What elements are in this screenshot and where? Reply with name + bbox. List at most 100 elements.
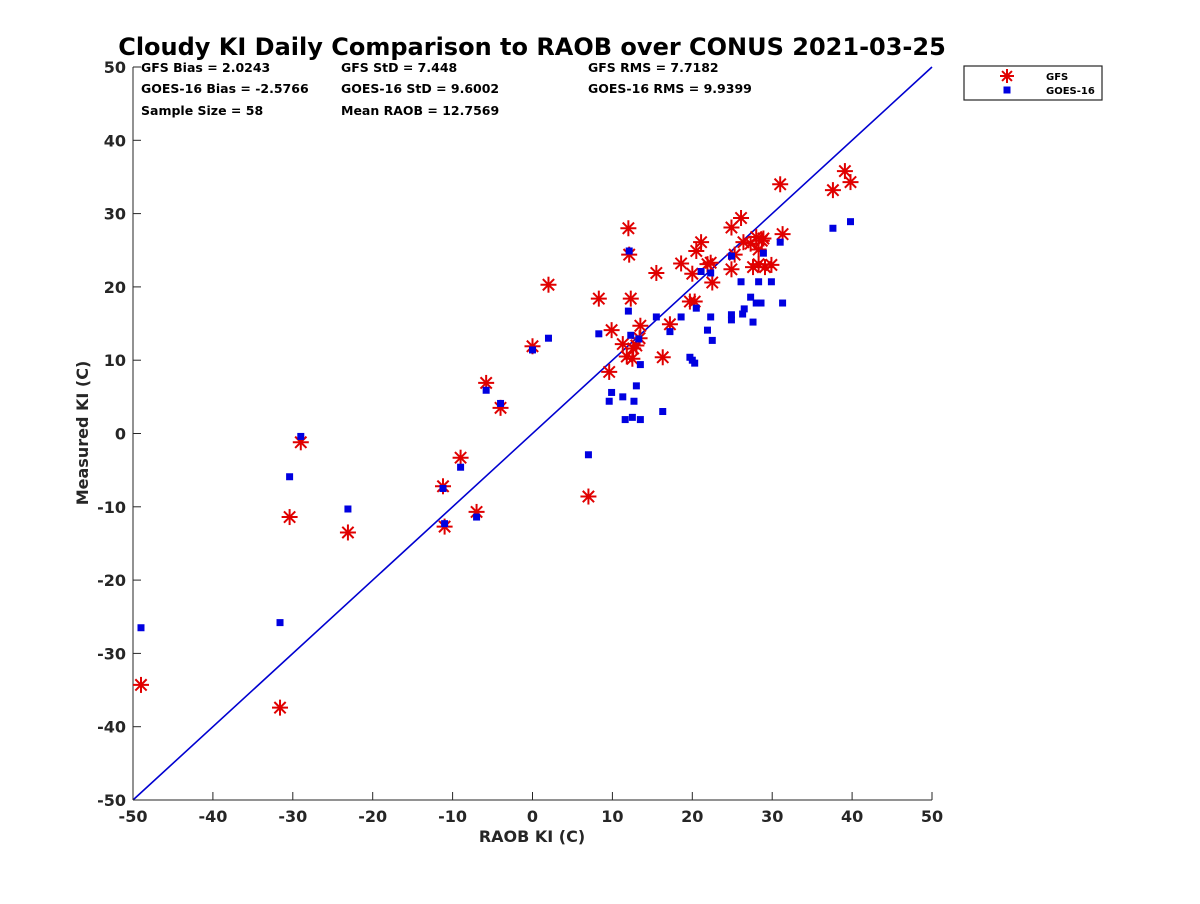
data-point <box>776 238 784 246</box>
x-axis-label: RAOB KI (C) <box>479 827 585 846</box>
data-point <box>779 299 787 307</box>
data-point <box>621 416 629 424</box>
data-point <box>693 234 710 251</box>
data-point <box>755 230 772 247</box>
data-point <box>763 256 780 273</box>
data-point <box>748 229 765 246</box>
data-point <box>292 434 309 451</box>
x-tick-label: 30 <box>761 807 783 826</box>
data-point <box>497 399 505 407</box>
data-point <box>580 488 597 505</box>
data-point <box>747 293 755 301</box>
data-point <box>603 322 620 339</box>
stat-text: GFS Bias = 2.0243 <box>141 60 270 75</box>
series-goes-16 <box>137 218 855 632</box>
y-tick-label: -10 <box>97 498 126 517</box>
x-tick-label: -10 <box>438 807 467 826</box>
data-point <box>767 278 775 286</box>
data-point <box>605 397 613 405</box>
y-axis-label: Measured KI (C) <box>73 361 92 506</box>
data-point <box>620 220 637 237</box>
legend-box <box>963 65 1103 101</box>
data-point <box>632 317 649 334</box>
y-tick-label: 20 <box>104 278 126 297</box>
stat-text: Sample Size = 58 <box>141 103 263 118</box>
data-point <box>691 359 699 367</box>
data-point <box>452 449 469 466</box>
data-point <box>749 318 757 326</box>
data-point <box>755 278 763 286</box>
data-point <box>627 331 635 339</box>
data-point <box>652 313 660 321</box>
legend: GFS GOES-16 <box>963 65 1103 101</box>
y-tick-label: 40 <box>104 131 126 150</box>
data-point <box>842 174 859 191</box>
x-tick-label: 0 <box>527 807 538 826</box>
data-point <box>608 388 616 396</box>
data-point <box>281 509 298 526</box>
data-point <box>704 274 721 291</box>
data-point <box>824 182 841 199</box>
data-point <box>707 269 715 277</box>
y-tick-label: -20 <box>97 571 126 590</box>
data-point <box>457 463 465 471</box>
x-tick-label: 50 <box>921 807 943 826</box>
data-point <box>727 316 735 324</box>
data-point <box>636 416 644 424</box>
data-point <box>468 503 485 520</box>
data-point <box>482 386 490 394</box>
y-tick-label: 0 <box>115 425 126 444</box>
data-point <box>622 290 639 307</box>
data-point <box>630 397 638 405</box>
x-tick-label: -20 <box>358 807 387 826</box>
data-point <box>708 336 716 344</box>
data-point <box>625 247 633 255</box>
x-tick-label: -30 <box>278 807 307 826</box>
data-point <box>723 219 740 236</box>
data-point <box>544 334 552 342</box>
y-tick-label: 50 <box>104 58 126 77</box>
data-point <box>441 520 449 528</box>
data-point <box>636 361 644 369</box>
data-point <box>590 290 607 307</box>
data-point <box>624 307 632 315</box>
x-tick-label: -50 <box>119 807 148 826</box>
data-point <box>635 335 643 343</box>
legend-marker <box>1003 86 1011 94</box>
data-point <box>137 624 145 632</box>
data-point <box>735 234 752 251</box>
x-tick-label: -40 <box>198 807 227 826</box>
data-point <box>772 176 789 193</box>
y-tick-label: -40 <box>97 718 126 737</box>
data-point <box>733 209 750 226</box>
data-point <box>737 278 745 286</box>
data-point <box>619 393 627 401</box>
data-point <box>666 328 674 336</box>
y-tick-label: 10 <box>104 351 126 370</box>
stat-text: GFS StD = 7.448 <box>341 60 457 75</box>
data-point <box>752 299 760 307</box>
data-point <box>648 264 665 281</box>
legend-entry: GOES-16 <box>1003 86 1095 97</box>
data-point <box>601 363 618 380</box>
data-point <box>529 346 536 354</box>
stat-text: Mean RAOB = 12.7569 <box>341 103 499 118</box>
data-point <box>595 330 603 338</box>
data-point <box>659 408 667 416</box>
data-point <box>473 513 481 521</box>
stat-text: GOES-16 RMS = 9.9399 <box>588 81 752 96</box>
stat-text: GOES-16 StD = 9.6002 <box>341 81 499 96</box>
data-point <box>697 268 705 276</box>
data-point <box>677 313 685 321</box>
data-point <box>702 254 719 271</box>
data-point <box>759 249 767 257</box>
data-point <box>692 304 700 312</box>
data-point <box>339 524 356 541</box>
data-point <box>297 432 305 440</box>
data-point <box>703 326 711 334</box>
series-gfs <box>132 163 859 716</box>
data-point <box>740 305 748 313</box>
y-tick-label: -30 <box>97 644 126 663</box>
